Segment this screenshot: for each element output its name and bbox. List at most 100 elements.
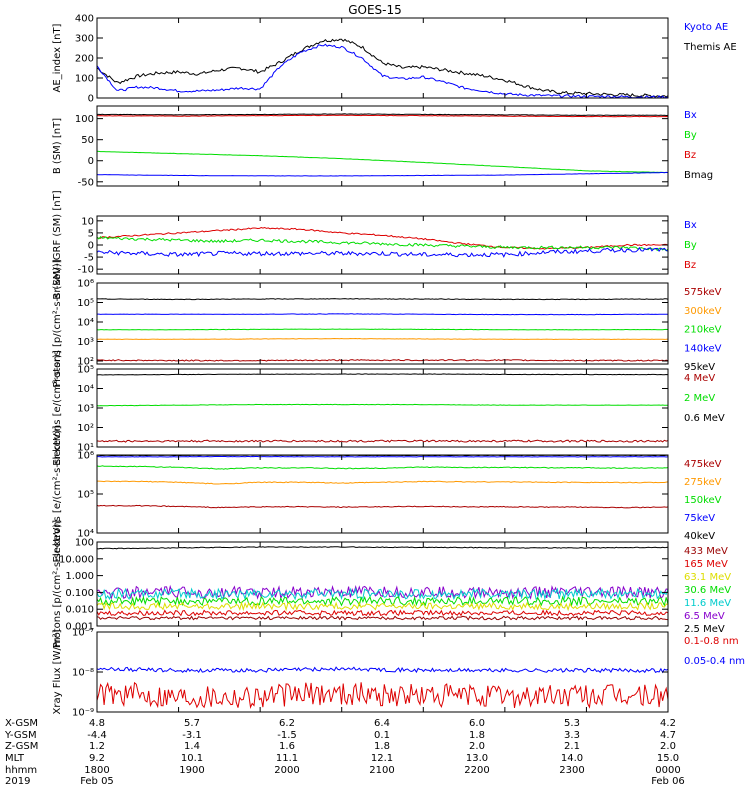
bottom-cell: 2.1 bbox=[564, 741, 580, 752]
series-line-575kev bbox=[97, 359, 668, 362]
y-axis-label: AE_index [nT] bbox=[52, 23, 63, 92]
series-line-150kev bbox=[97, 465, 668, 470]
bottom-cell: -3.1 bbox=[182, 730, 202, 741]
series-line-bmag bbox=[97, 113, 668, 117]
panel-4: 10² 10³ 10⁴ 10⁵ 10⁶ Protons [p/(cm²-s-sr-keV)… bbox=[52, 259, 722, 387]
y-tick-label: 0.010 bbox=[65, 605, 94, 616]
y-tick-label: 10² bbox=[77, 423, 94, 434]
y-tick-label: 100 bbox=[75, 114, 94, 125]
legend-entry: 475keV bbox=[684, 459, 722, 470]
bottom-cell: 13.0 bbox=[466, 753, 488, 764]
series-line-433-mev bbox=[97, 615, 668, 621]
y-tick-label: 10.000 bbox=[59, 554, 94, 565]
panel-frame bbox=[96, 215, 669, 275]
y-tick-label: 0.001 bbox=[65, 622, 94, 633]
panel-1-series bbox=[97, 38, 668, 98]
bottom-cell: 1800 bbox=[84, 765, 109, 776]
y-axis-label: B (SM) [nT] bbox=[52, 118, 63, 174]
panel-2-series bbox=[97, 113, 668, 177]
series-line-bx bbox=[97, 171, 668, 177]
legend-entry: 150keV bbox=[684, 495, 722, 506]
y-tick-label: 0 bbox=[88, 241, 94, 252]
y-tick-label: 10⁵ bbox=[77, 298, 94, 309]
legend-entry: Kyoto AE bbox=[684, 22, 728, 33]
legend-entry: Bx bbox=[684, 220, 697, 231]
bottom-cell: 2100 bbox=[369, 765, 394, 776]
bottom-cell: 6.2 bbox=[279, 718, 295, 729]
series-line-2-mev bbox=[97, 403, 668, 407]
legend-entry: 575keV bbox=[684, 287, 722, 298]
panel-8: 10⁻⁹ 10⁻⁸ 10⁻⁷ Xray Flux [W/m²] 0.1-0.8 nm 0.… bbox=[52, 628, 745, 719]
y-axis-label: Electrons [e/(cm²-s-sr)] bbox=[52, 350, 63, 466]
y-tick-label: 10³ bbox=[77, 404, 94, 415]
y-tick-label: 10⁻⁷ bbox=[72, 628, 94, 639]
y-tick-label: 10⁴ bbox=[77, 317, 94, 328]
series-line-themis-ae bbox=[97, 38, 668, 98]
legend-entry: Bz bbox=[684, 260, 696, 271]
series-line-165-mev bbox=[97, 609, 668, 617]
legend-entry: 95keV bbox=[684, 362, 715, 373]
bottom-cell: 15.0 bbox=[657, 753, 679, 764]
y-tick-label: 10⁶ bbox=[77, 279, 94, 290]
bottom-cell: 14.0 bbox=[561, 753, 583, 764]
series-line-275kev bbox=[97, 480, 668, 485]
legend-entry: 75keV bbox=[684, 513, 715, 524]
series-line-0-6-mev bbox=[97, 373, 668, 376]
bottom-cell: 1.2 bbox=[89, 741, 105, 752]
series-line-6-5-mev bbox=[97, 584, 668, 601]
panel-frame bbox=[96, 105, 669, 187]
legend-entry: 0.1-0.8 nm bbox=[684, 636, 739, 647]
panel-8-series bbox=[97, 666, 668, 709]
legend-entry: 165 MeV bbox=[684, 559, 728, 570]
bottom-row-label: Y-GSM bbox=[4, 730, 37, 741]
y-tick-label: 10⁴ bbox=[77, 529, 94, 540]
series-line-63-1-mev bbox=[97, 600, 668, 612]
legend-entry: By bbox=[684, 130, 697, 141]
legend-entry: 275keV bbox=[684, 477, 722, 488]
bottom-cell: 1.4 bbox=[184, 741, 200, 752]
y-tick-label: 10³ bbox=[77, 337, 94, 348]
y-tick-label: -10 bbox=[78, 265, 94, 276]
legend-entry: 0.6 MeV bbox=[684, 413, 725, 424]
panel-2: -50 0 50 100 B (SM) [nT] Bx By Bz Bmag bbox=[52, 105, 713, 188]
panel-7-series bbox=[97, 546, 668, 621]
y-tick-label: 10⁶ bbox=[77, 451, 94, 462]
legend-entry: 6.5 MeV bbox=[684, 611, 725, 622]
series-line-11-6-mev bbox=[97, 587, 668, 601]
legend-entry: 433 MeV bbox=[684, 546, 728, 557]
panel-5-series bbox=[97, 373, 668, 443]
bottom-cell: 11.1 bbox=[276, 753, 298, 764]
bottom-cell: 2000 bbox=[274, 765, 299, 776]
panel-5: 10¹ 10² 10³ 10⁴ 10⁵ Electrons [e/(cm²-s-sr)] 4… bbox=[52, 350, 725, 466]
bottom-cell: 6.0 bbox=[469, 718, 485, 729]
y-tick-label: 10⁵ bbox=[77, 365, 94, 376]
figure-title: GOES-15 bbox=[348, 3, 402, 17]
bottom-cell: 3.3 bbox=[564, 730, 580, 741]
legend-entry: 63.1 MeV bbox=[684, 572, 731, 583]
panel-frame bbox=[96, 17, 669, 99]
legend-entry: 140keV bbox=[684, 343, 722, 354]
series-line-475kev bbox=[97, 504, 668, 509]
panel-6-series bbox=[97, 455, 668, 509]
bottom-cell: 1.8 bbox=[469, 730, 485, 741]
bottom-cell: 4.2 bbox=[660, 718, 676, 729]
bottom-cell: 5.7 bbox=[184, 718, 200, 729]
series-line-kyoto-ae bbox=[97, 43, 668, 98]
bottom-cell: -4.4 bbox=[87, 730, 107, 741]
series-line-by bbox=[97, 150, 668, 174]
bottom-row-label: Z-GSM bbox=[5, 741, 38, 752]
bottom-cell: 1900 bbox=[179, 765, 204, 776]
legend-entry: 210keV bbox=[684, 325, 722, 336]
y-tick-label: 0.100 bbox=[65, 588, 94, 599]
panel-4-series bbox=[97, 298, 668, 362]
legend-entry: 0.05-0.4 nm bbox=[684, 656, 745, 667]
series-line-30-6-mev bbox=[97, 595, 668, 607]
y-axis-label: Protons [p/(cm²-s-sr-keV)] bbox=[52, 259, 63, 387]
bottom-cell: 10.1 bbox=[181, 753, 203, 764]
panel-frame bbox=[96, 368, 669, 448]
y-tick-label: 0 bbox=[88, 94, 94, 105]
bottom-cell: 1.8 bbox=[374, 741, 390, 752]
bottom-cell: 9.2 bbox=[89, 753, 105, 764]
series-line-bz bbox=[97, 226, 668, 250]
